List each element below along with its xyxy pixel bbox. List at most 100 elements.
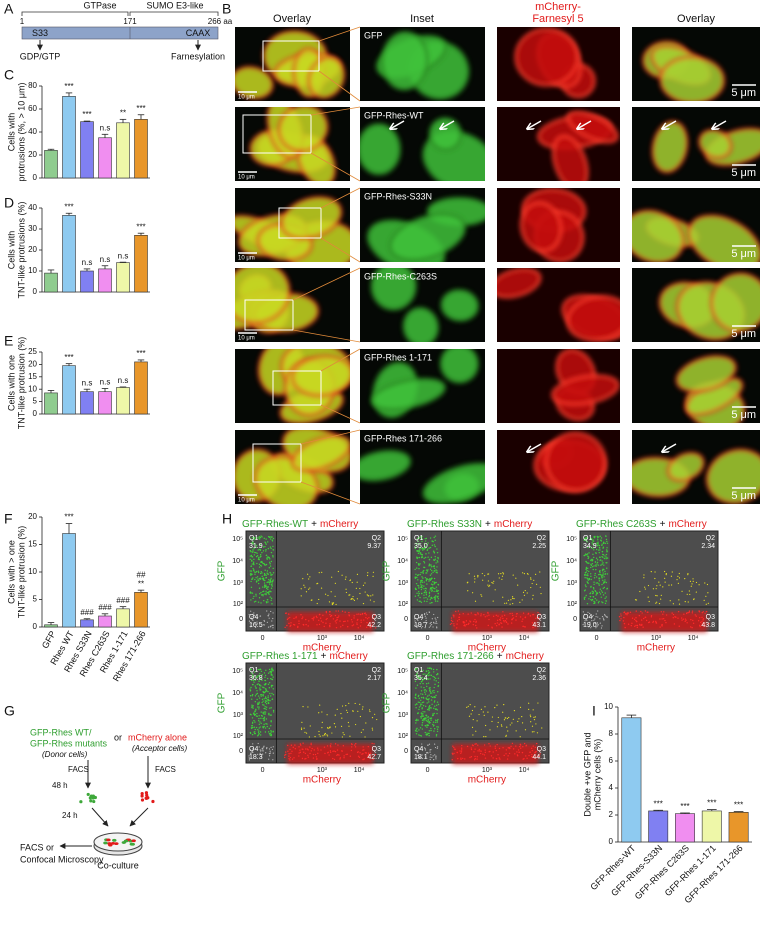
event — [266, 586, 268, 588]
event — [702, 611, 705, 613]
event — [303, 751, 305, 753]
event — [424, 577, 427, 579]
event — [437, 718, 439, 721]
event — [430, 674, 433, 677]
event — [535, 573, 537, 575]
inset-connector — [320, 404, 361, 424]
event — [417, 591, 420, 593]
event — [635, 610, 637, 612]
event — [606, 616, 608, 618]
event — [342, 745, 345, 747]
event — [349, 579, 351, 582]
event — [363, 619, 365, 621]
workflow-text: (Acceptor cells) — [132, 744, 187, 753]
event — [512, 748, 515, 750]
event — [521, 620, 523, 623]
event — [420, 686, 422, 688]
cell — [291, 355, 350, 397]
event — [493, 580, 495, 582]
micrograph — [235, 107, 350, 181]
event — [422, 547, 424, 549]
event — [435, 755, 437, 757]
event — [419, 703, 422, 705]
event — [419, 705, 422, 707]
event — [686, 593, 688, 595]
event — [419, 670, 422, 673]
event — [606, 562, 608, 564]
event — [539, 613, 542, 616]
event — [363, 612, 366, 615]
event — [267, 672, 270, 674]
event — [348, 594, 350, 596]
quadrant-label: Q3 — [372, 614, 381, 621]
event — [252, 748, 254, 750]
bracket — [129, 11, 219, 16]
event — [329, 726, 331, 728]
event — [362, 706, 364, 708]
event — [259, 749, 261, 751]
event — [422, 711, 424, 713]
event — [414, 547, 417, 550]
micrograph — [497, 188, 620, 262]
event — [420, 693, 422, 695]
scale-label: 10 μm — [238, 336, 255, 342]
event — [436, 548, 438, 550]
event — [351, 597, 353, 600]
panel-label: C — [4, 67, 14, 83]
event — [265, 689, 267, 691]
micrograph — [360, 107, 485, 181]
cell — [439, 349, 480, 384]
event — [248, 620, 251, 622]
event — [435, 680, 437, 682]
event — [516, 754, 519, 756]
event — [485, 735, 487, 738]
event — [508, 752, 511, 755]
event — [534, 746, 537, 749]
event — [458, 618, 460, 621]
event — [416, 730, 418, 733]
event — [248, 757, 250, 759]
event — [262, 700, 264, 702]
event — [527, 613, 529, 615]
event — [592, 596, 595, 598]
event — [598, 546, 601, 549]
event — [602, 572, 604, 574]
event — [512, 574, 514, 576]
event — [263, 717, 265, 719]
event — [257, 703, 259, 706]
event — [259, 593, 261, 595]
event — [420, 585, 423, 588]
event — [424, 547, 426, 550]
event — [415, 673, 418, 676]
event — [433, 689, 435, 692]
event — [593, 577, 596, 579]
event — [597, 623, 599, 626]
event — [489, 584, 491, 586]
bar — [80, 391, 94, 415]
event — [530, 578, 532, 580]
cell-dot — [144, 791, 149, 795]
event — [639, 623, 641, 626]
event — [594, 552, 597, 554]
event — [272, 669, 274, 672]
event — [271, 667, 273, 669]
event — [330, 591, 332, 593]
event — [533, 716, 535, 718]
y-axis-label: TNT-like protrusion (%) — [16, 337, 26, 430]
event — [286, 624, 288, 627]
event — [436, 746, 439, 748]
event — [598, 600, 600, 603]
event — [417, 750, 419, 753]
significance: *** — [136, 104, 145, 113]
event — [262, 595, 264, 597]
event — [691, 610, 694, 612]
event — [593, 549, 595, 551]
event — [596, 544, 599, 547]
event — [342, 732, 344, 734]
event — [582, 624, 584, 626]
event — [464, 625, 466, 627]
event — [369, 752, 372, 754]
event — [429, 625, 432, 627]
event — [257, 742, 259, 745]
panel-label: B — [222, 1, 231, 17]
